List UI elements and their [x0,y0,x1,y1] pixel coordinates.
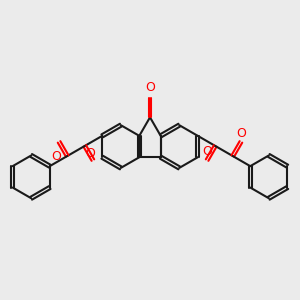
Text: O: O [85,146,95,160]
Text: O: O [51,150,61,163]
Text: O: O [236,127,246,140]
Text: O: O [145,81,155,94]
Text: O: O [202,145,212,158]
